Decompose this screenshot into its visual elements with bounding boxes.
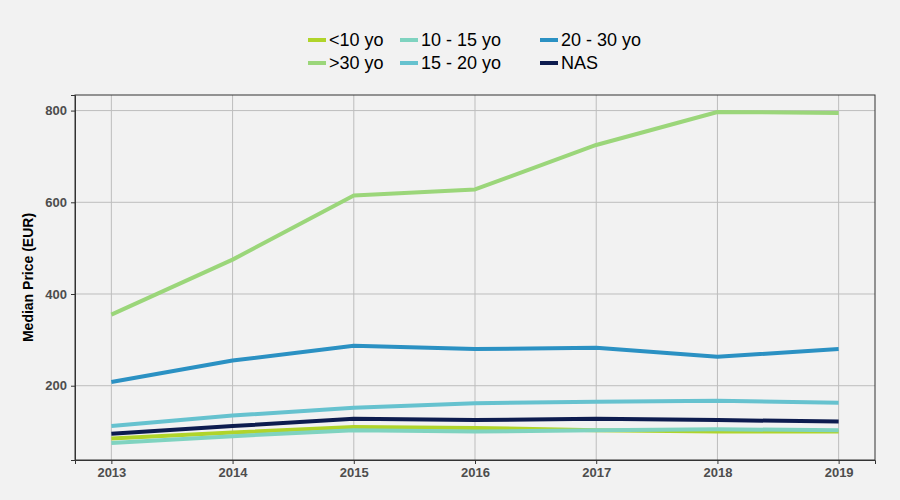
series-line: [111, 419, 838, 434]
tick: 2013: [97, 460, 126, 480]
chart: 2013 2014 2015 2016 2017 2018 2019 200 400 600 800…: [0, 0, 900, 500]
legend-key: [308, 38, 326, 42]
tick-mark: [111, 460, 112, 464]
tick: 2015: [340, 460, 369, 480]
x-axis: 2013 2014 2015 2016 2017 2018 2019: [76, 460, 876, 480]
tick: 400: [45, 287, 75, 302]
legend-key: [540, 61, 558, 65]
series-line: [111, 346, 838, 382]
legend-label: <10 yo: [329, 30, 384, 50]
legend-label: 20 - 30 yo: [561, 30, 641, 50]
tick-mark: [839, 460, 840, 464]
series-line: [111, 112, 838, 315]
legend-label: NAS: [561, 53, 598, 73]
tick-mark: [71, 202, 75, 203]
tick-label: 400: [45, 287, 67, 302]
tick: 600: [45, 195, 75, 210]
axis-line: [71, 96, 76, 461]
grid-line: [596, 95, 597, 460]
grid: [75, 95, 875, 460]
legend-item: >30 yo: [308, 53, 384, 73]
tick-label: 200: [45, 378, 67, 393]
frame: [75, 95, 875, 460]
tick-label: 2014: [219, 465, 249, 480]
legend-label: 15 - 20 yo: [421, 53, 501, 73]
grid-line: [111, 95, 112, 460]
legend-label: 10 - 15 yo: [421, 30, 501, 50]
tick-label: 2019: [825, 465, 854, 480]
grid-line: [353, 95, 354, 460]
legend-key: [400, 61, 418, 65]
grid-line: [838, 95, 839, 460]
tick-mark: [475, 460, 476, 464]
tick: 2014: [219, 460, 249, 480]
tick-mark: [717, 460, 718, 464]
legend-item: 20 - 30 yo: [540, 30, 641, 50]
tick: 800: [45, 103, 75, 118]
legend-key: [540, 38, 558, 42]
tick-mark: [71, 386, 75, 387]
tick: 2019: [825, 460, 854, 480]
tick-mark: [71, 111, 75, 112]
y-axis: 200 400 600 800: [45, 96, 75, 461]
tick: 2016: [461, 460, 490, 480]
tick-mark: [354, 460, 355, 464]
y-axis-title: Median Price (EUR): [20, 213, 36, 342]
tick-label: 2017: [582, 465, 611, 480]
tick-label: 2013: [97, 465, 126, 480]
legend: <10 yo 10 - 15 yo 20 - 30 yo >30 yo 15 - 20 …: [308, 30, 641, 73]
lines: [111, 112, 838, 443]
grid-line: [232, 95, 233, 460]
tick: 2018: [703, 460, 732, 480]
tick-label: 2016: [461, 465, 490, 480]
plot: 2013 2014 2015 2016 2017 2018 2019 200 400 600 800: [45, 95, 875, 480]
axis-line: [76, 461, 876, 465]
legend-item: <10 yo: [308, 30, 384, 50]
panel: [75, 95, 875, 460]
tick-mark: [233, 460, 234, 464]
tick-label: 2015: [340, 465, 369, 480]
tick-label: 600: [45, 195, 67, 210]
series-line: [111, 429, 838, 443]
tick: 200: [45, 378, 75, 393]
tick: 2017: [582, 460, 611, 480]
grid-line: [717, 95, 718, 460]
legend-key: [400, 38, 418, 42]
tick-mark: [71, 294, 75, 295]
series-line: [111, 401, 838, 426]
legend-item: 10 - 15 yo: [400, 30, 501, 50]
grid-line: [475, 95, 476, 460]
tick-label: 800: [45, 103, 67, 118]
legend-label: >30 yo: [329, 53, 384, 73]
tick-mark: [596, 460, 597, 464]
legend-key: [308, 61, 326, 65]
tick-label: 2018: [703, 465, 732, 480]
legend-item: NAS: [540, 53, 598, 73]
legend-item: 15 - 20 yo: [400, 53, 501, 73]
background: [0, 0, 900, 500]
